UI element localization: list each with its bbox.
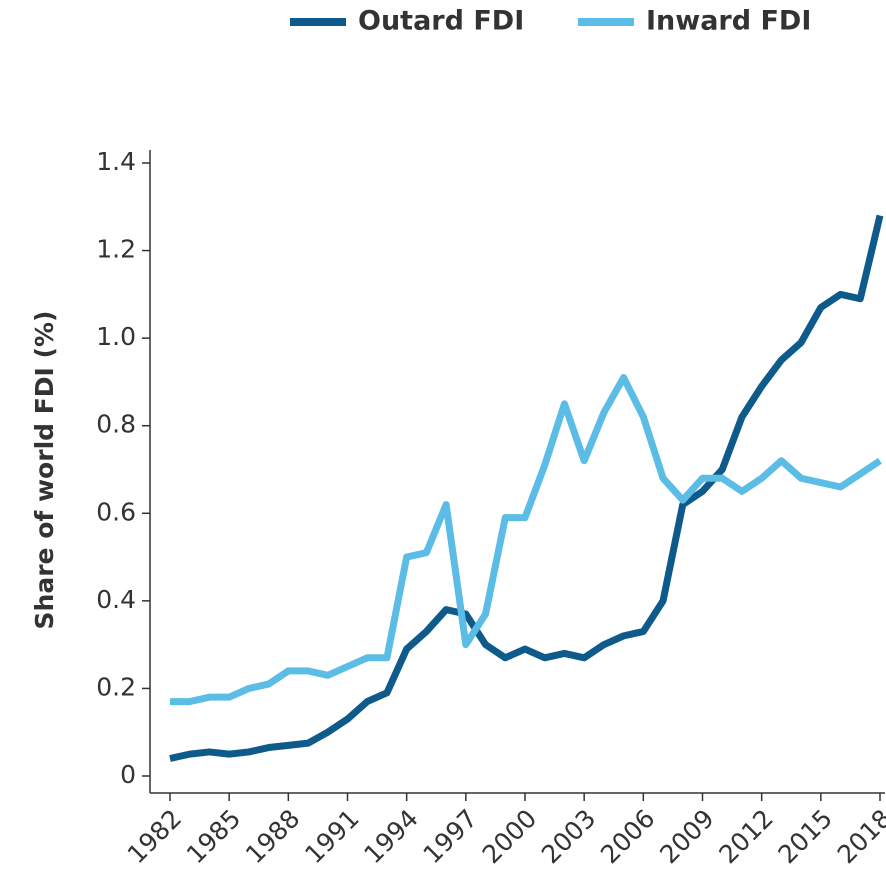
y-tick-label: 1.2 <box>96 235 136 264</box>
x-tick-label: 2000 <box>477 804 542 869</box>
x-tick-label: 2018 <box>832 804 886 869</box>
y-tick-label: 0.8 <box>96 410 136 439</box>
x-tick-label: 2006 <box>595 804 660 869</box>
y-tick-label: 0.4 <box>96 585 136 614</box>
legend-label: Outard FDI <box>358 6 524 37</box>
x-tick-label: 2003 <box>536 804 601 869</box>
y-tick-label: 0.6 <box>96 497 136 526</box>
y-tick-label: 1.4 <box>96 147 136 176</box>
x-tick-label: 1982 <box>122 804 187 869</box>
y-tick-label: 0 <box>120 760 136 789</box>
x-tick-label: 2015 <box>773 804 838 869</box>
x-tick-label: 2012 <box>713 804 778 869</box>
x-tick-label: 1994 <box>358 804 423 869</box>
x-tick-label: 1997 <box>418 804 483 869</box>
y-axis-title: Share of world FDI (%) <box>30 311 59 630</box>
line-series <box>170 374 882 706</box>
line-series <box>169 214 884 762</box>
x-tick-label: 1985 <box>181 804 246 869</box>
legend-label: Inward FDI <box>646 6 811 37</box>
y-tick-label: 1.0 <box>96 322 136 351</box>
y-tick-label: 0.2 <box>96 672 136 701</box>
x-tick-label: 1991 <box>299 804 364 869</box>
x-tick-label: 1988 <box>240 804 305 869</box>
x-tick-label: 2009 <box>654 804 719 869</box>
